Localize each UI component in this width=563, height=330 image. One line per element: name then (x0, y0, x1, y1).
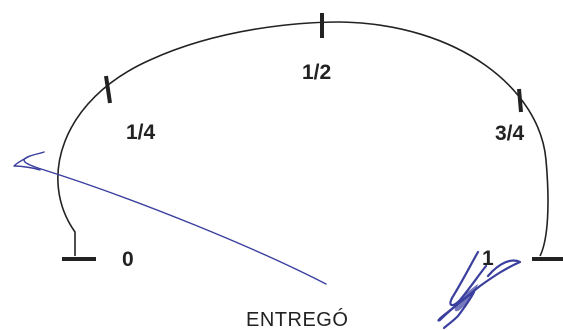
gauge-arc (57, 21, 549, 257)
label-quarter: 1/4 (126, 121, 156, 144)
tick-mark-quarter (104, 75, 112, 104)
caption-entrego: ENTREGÓ (246, 308, 348, 330)
label-half: 1/2 (302, 61, 331, 84)
label-zero: 0 (122, 248, 134, 271)
tick-mark-three-quarters (517, 88, 523, 113)
pen-stroke-arrow (13, 155, 41, 171)
signature-fill (454, 284, 478, 312)
label-one: 1 (482, 247, 494, 270)
signature-scribble (437, 250, 522, 330)
pen-stroke-needle (23, 151, 327, 285)
label-three-quarters: 3/4 (495, 122, 525, 145)
